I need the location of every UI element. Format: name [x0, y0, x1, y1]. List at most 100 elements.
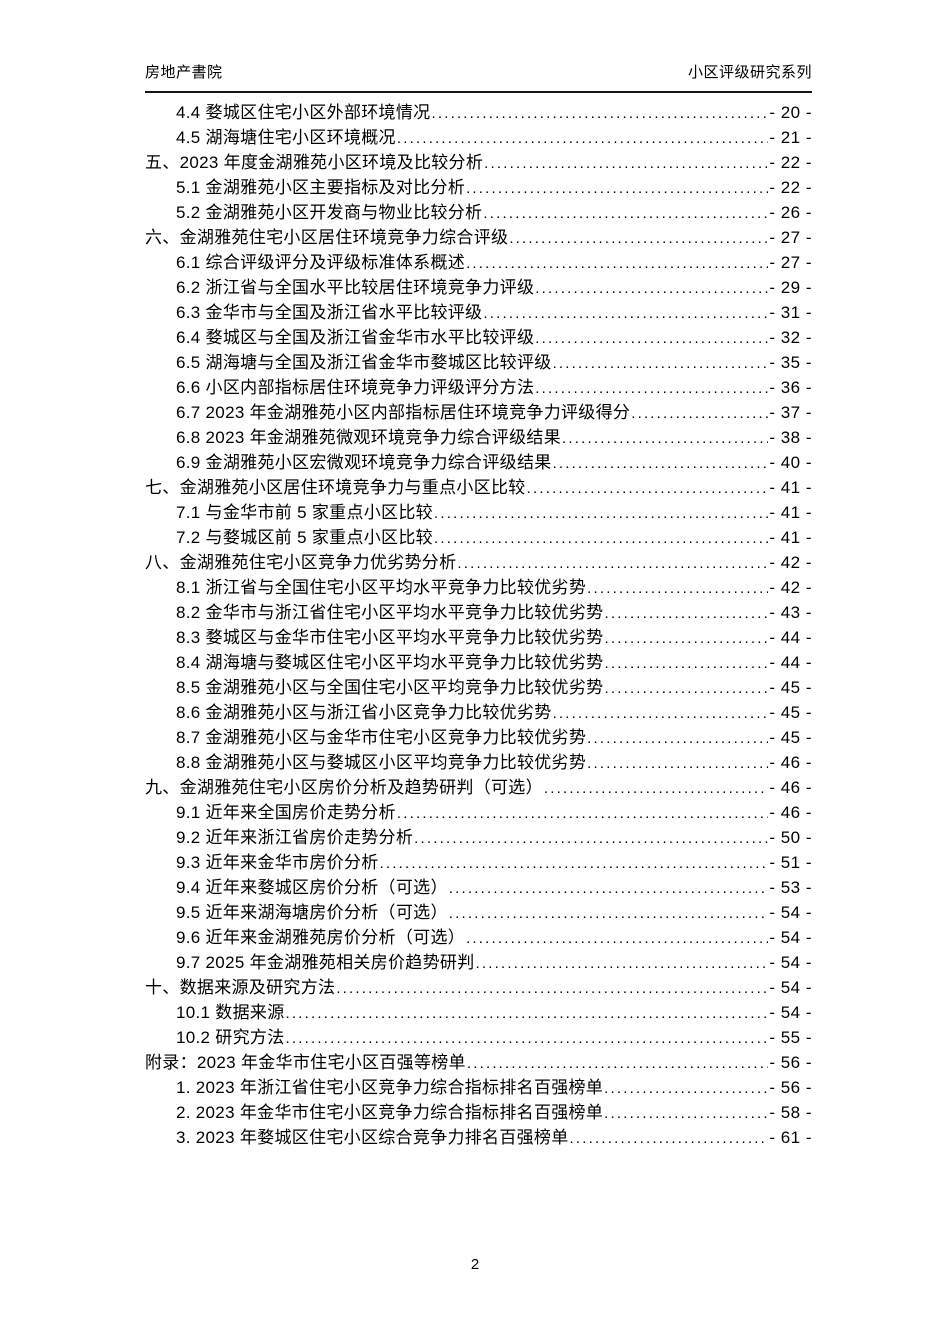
toc-entry-page-number: - 44 -	[769, 653, 812, 672]
toc-entry-label: 6.5 湖海塘与全国及浙江省金华市婺城区比较评级	[176, 353, 552, 372]
dot-leader	[553, 700, 769, 726]
toc-entry-label: 附录：2023 年金华市住宅小区百强等榜单	[145, 1053, 466, 1072]
toc-entry[interactable]: 10.1 数据来源 - 54 -	[145, 1000, 812, 1025]
toc-entry-label: 6.8 2023 年金湖雅苑微观环境竞争力综合评级结果	[176, 428, 561, 447]
toc-entry-page-number: - 35 -	[769, 353, 812, 372]
toc-entry-page-number: - 31 -	[769, 303, 812, 322]
toc-entry-page-number: - 41 -	[769, 528, 812, 547]
toc-entry[interactable]: 十、数据来源及研究方法 - 54 -	[145, 975, 812, 1000]
toc-entry[interactable]: 9.6 近年来金湖雅苑房价分析（可选） - 54 -	[145, 925, 812, 950]
dot-leader	[535, 325, 768, 351]
dot-leader	[587, 575, 768, 601]
toc-entry-label: 6.1 综合评级评分及评级标准体系概述	[176, 253, 466, 272]
toc-entry-label: 9.5 近年来湖海塘房价分析（可选）	[176, 903, 448, 922]
toc-entry[interactable]: 10.2 研究方法 - 55 -	[145, 1025, 812, 1050]
toc-entry-label: 8.6 金湖雅苑小区与浙江省小区竞争力比较优劣势	[176, 703, 552, 722]
toc-entry-label: 9.6 近年来金湖雅苑房价分析（可选）	[176, 928, 466, 947]
dot-leader	[467, 1050, 768, 1076]
toc-entry[interactable]: 8.5 金湖雅苑小区与全国住宅小区平均竞争力比较优劣势 - 45 -	[145, 675, 812, 700]
dot-leader	[604, 650, 768, 676]
toc-entry[interactable]: 4.4 婺城区住宅小区外部环境情况 - 20 -	[145, 100, 812, 125]
dot-leader	[604, 675, 768, 701]
toc-entry-label: 7.2 与婺城区前 5 家重点小区比较	[176, 528, 433, 547]
dot-leader	[509, 225, 768, 251]
toc-entry[interactable]: 八、金湖雅苑住宅小区竞争力优劣势分析 - 42 -	[145, 550, 812, 575]
dot-leader	[286, 1025, 769, 1051]
toc-entry[interactable]: 8.6 金湖雅苑小区与浙江省小区竞争力比较优劣势 - 45 -	[145, 700, 812, 725]
toc-entry[interactable]: 5.1 金湖雅苑小区主要指标及对比分析 - 22 -	[145, 175, 812, 200]
toc-entry[interactable]: 6.2 浙江省与全国水平比较居住环境竞争力评级 - 29 -	[145, 275, 812, 300]
toc-entry-page-number: - 54 -	[769, 1003, 812, 1022]
toc-entry-label: 9.7 2025 年金湖雅苑相关房价趋势研判	[176, 953, 475, 972]
dot-leader	[535, 375, 768, 401]
toc-entry[interactable]: 4.5 湖海塘住宅小区环境概况 - 21 -	[145, 125, 812, 150]
toc-entry[interactable]: 五、2023 年度金湖雅苑小区环境及比较分析 - 22 -	[145, 150, 812, 175]
dot-leader	[380, 850, 769, 876]
toc-entry-label: 9.2 近年来浙江省房价走势分析	[176, 828, 414, 847]
toc-entry[interactable]: 附录：2023 年金华市住宅小区百强等榜单 - 56 -	[145, 1050, 812, 1075]
toc-entry-label: 九、金湖雅苑住宅小区房价分析及趋势研判（可选）	[145, 778, 543, 797]
toc-entry-page-number: - 53 -	[769, 878, 812, 897]
toc-entry[interactable]: 6.8 2023 年金湖雅苑微观环境竞争力综合评级结果 - 38 -	[145, 425, 812, 450]
toc-entry-page-number: - 37 -	[769, 403, 812, 422]
toc-entry-label: 6.4 婺城区与全国及浙江省金华市水平比较评级	[176, 328, 535, 347]
toc-entry[interactable]: 6.6 小区内部指标居住环境竞争力评级评分方法 - 36 -	[145, 375, 812, 400]
toc-entry[interactable]: 8.7 金湖雅苑小区与金华市住宅小区竞争力比较优劣势 - 45 -	[145, 725, 812, 750]
toc-entry-label: 3. 2023 年婺城区住宅小区综合竞争力排名百强榜单	[176, 1128, 569, 1147]
toc-entry[interactable]: 8.8 金湖雅苑小区与婺城区小区平均竞争力比较优劣势 - 46 -	[145, 750, 812, 775]
toc-entry-page-number: - 42 -	[769, 553, 812, 572]
toc-entry[interactable]: 6.4 婺城区与全国及浙江省金华市水平比较评级 - 32 -	[145, 325, 812, 350]
toc-entry[interactable]: 6.7 2023 年金湖雅苑小区内部指标居住环境竞争力评级得分 - 37 -	[145, 400, 812, 425]
dot-leader	[449, 900, 769, 926]
toc-entry-page-number: - 46 -	[769, 778, 812, 797]
toc-entry[interactable]: 9.7 2025 年金湖雅苑相关房价趋势研判 - 54 -	[145, 950, 812, 975]
dot-leader	[466, 925, 768, 951]
dot-leader	[466, 250, 768, 276]
toc-entry[interactable]: 3. 2023 年婺城区住宅小区综合竞争力排名百强榜单 - 61 -	[145, 1125, 812, 1150]
toc-entry[interactable]: 7.1 与金华市前 5 家重点小区比较 - 41 -	[145, 500, 812, 525]
toc-entry[interactable]: 8.4 湖海塘与婺城区住宅小区平均水平竞争力比较优劣势 - 44 -	[145, 650, 812, 675]
toc-entry[interactable]: 7.2 与婺城区前 5 家重点小区比较 - 41 -	[145, 525, 812, 550]
toc-entry[interactable]: 6.5 湖海塘与全国及浙江省金华市婺城区比较评级 - 35 -	[145, 350, 812, 375]
toc-entry[interactable]: 六、金湖雅苑住宅小区居住环境竞争力综合评级 - 27 -	[145, 225, 812, 250]
dot-leader	[336, 975, 768, 1001]
toc-entry[interactable]: 8.3 婺城区与金华市住宅小区平均水平竞争力比较优劣势 - 44 -	[145, 625, 812, 650]
toc-entry-page-number: - 29 -	[769, 278, 812, 297]
toc-entry[interactable]: 9.5 近年来湖海塘房价分析（可选） - 54 -	[145, 900, 812, 925]
dot-leader	[631, 400, 768, 426]
toc-entry-label: 5.1 金湖雅苑小区主要指标及对比分析	[176, 178, 466, 197]
toc-entry-page-number: - 27 -	[769, 228, 812, 247]
dot-leader	[587, 725, 768, 751]
page-number: 2	[470, 1256, 480, 1273]
toc-entry-page-number: - 54 -	[769, 928, 812, 947]
dot-leader	[483, 200, 768, 226]
toc-entry[interactable]: 9.4 近年来婺城区房价分析（可选） - 53 -	[145, 875, 812, 900]
toc-entry-page-number: - 50 -	[769, 828, 812, 847]
toc-entry[interactable]: 1. 2023 年浙江省住宅小区竞争力综合指标排名百强榜单 - 56 -	[145, 1075, 812, 1100]
toc-entry-page-number: - 40 -	[769, 453, 812, 472]
toc-entry[interactable]: 6.3 金华市与全国及浙江省水平比较评级 - 31 -	[145, 300, 812, 325]
toc-entry[interactable]: 9.3 近年来金华市房价分析 - 51 -	[145, 850, 812, 875]
toc-entry[interactable]: 9.1 近年来全国房价走势分析 - 46 -	[145, 800, 812, 825]
toc-entry-page-number: - 61 -	[769, 1128, 812, 1147]
dot-leader	[604, 1100, 768, 1126]
toc-entry-page-number: - 26 -	[769, 203, 812, 222]
toc-entry-page-number: - 51 -	[769, 853, 812, 872]
toc-entry[interactable]: 6.1 综合评级评分及评级标准体系概述 - 27 -	[145, 250, 812, 275]
toc-entry-page-number: - 54 -	[769, 903, 812, 922]
toc-entry[interactable]: 8.2 金华市与浙江省住宅小区平均水平竞争力比较优劣势 - 43 -	[145, 600, 812, 625]
dot-leader	[476, 950, 769, 976]
toc-entry[interactable]: 8.1 浙江省与全国住宅小区平均水平竞争力比较优劣势 - 42 -	[145, 575, 812, 600]
toc-entry[interactable]: 6.9 金湖雅苑小区宏微观环境竞争力综合评级结果 - 40 -	[145, 450, 812, 475]
toc-entry-page-number: - 43 -	[769, 603, 812, 622]
toc-entry-page-number: - 20 -	[769, 103, 812, 122]
toc-entry[interactable]: 七、金湖雅苑小区居住环境竞争力与重点小区比较 - 41 -	[145, 475, 812, 500]
toc-entry[interactable]: 9.2 近年来浙江省房价走势分析 - 50 -	[145, 825, 812, 850]
toc-entry[interactable]: 2. 2023 年金华市住宅小区竞争力综合指标排名百强榜单 - 58 -	[145, 1100, 812, 1125]
toc-entry[interactable]: 九、金湖雅苑住宅小区房价分析及趋势研判（可选） - 46 -	[145, 775, 812, 800]
toc-entry-page-number: - 46 -	[769, 753, 812, 772]
dot-leader	[414, 825, 768, 851]
toc-entry[interactable]: 5.2 金湖雅苑小区开发商与物业比较分析 - 26 -	[145, 200, 812, 225]
toc-entry-label: 8.2 金华市与浙江省住宅小区平均水平竞争力比较优劣势	[176, 603, 604, 622]
header-left-title: 房地产書院	[145, 64, 223, 81]
